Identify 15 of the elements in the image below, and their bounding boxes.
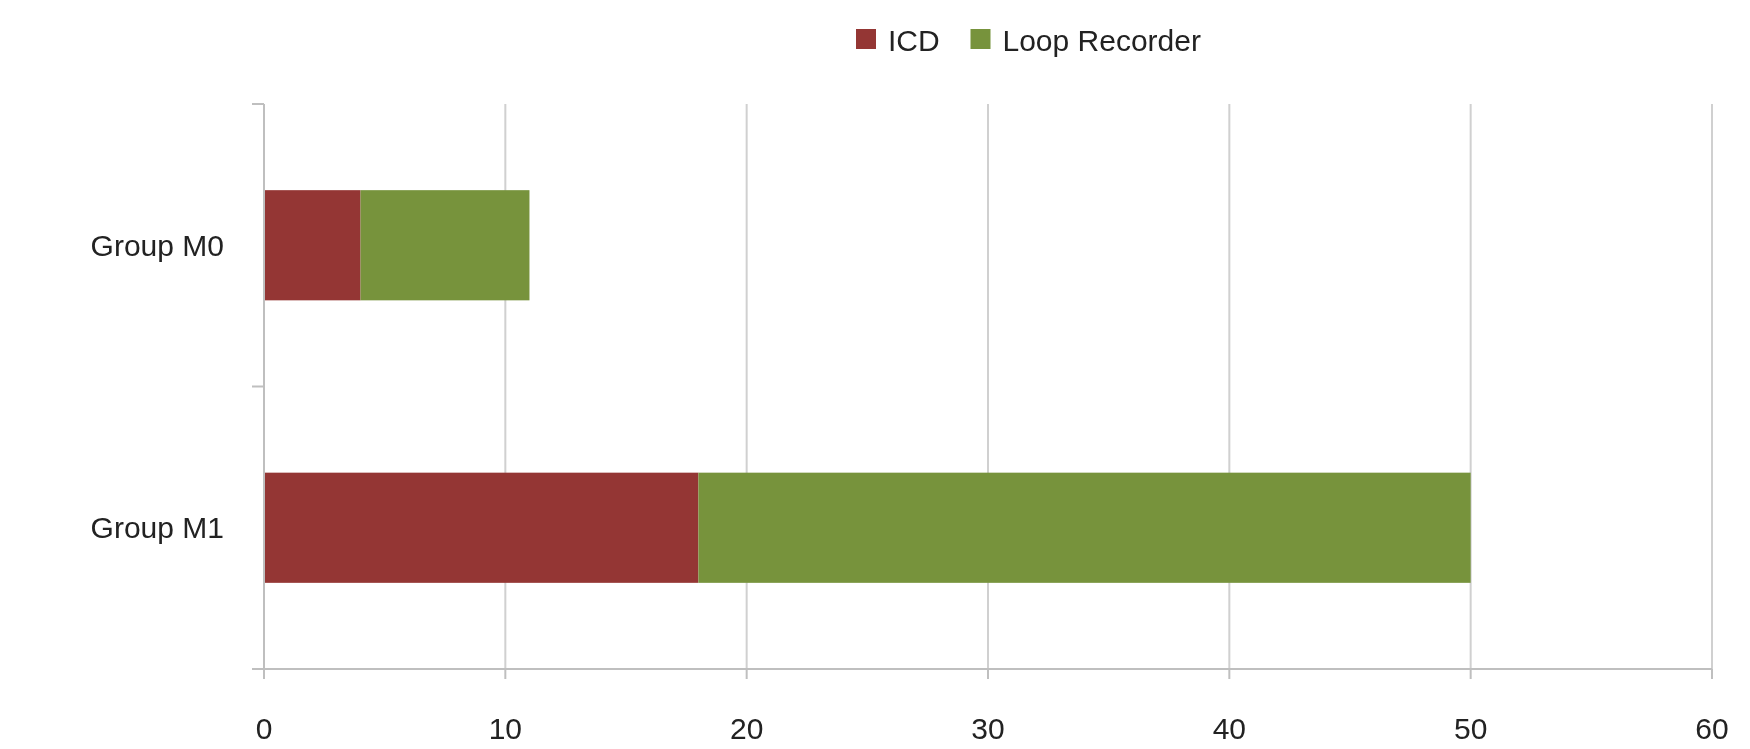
x-tick-label: 60 xyxy=(1695,712,1729,745)
x-tick-label: 20 xyxy=(729,712,764,745)
bar xyxy=(264,190,361,301)
y-tick-label: Group M0 xyxy=(90,228,224,262)
bar xyxy=(698,472,1471,583)
x-tick-label: 50 xyxy=(1453,712,1488,745)
x-tick-label: 40 xyxy=(1212,712,1247,745)
legend-label: Loop Recorder xyxy=(1002,23,1201,57)
bar xyxy=(264,472,699,583)
bar xyxy=(360,190,530,301)
legend-label: ICD xyxy=(888,23,940,57)
x-tick-label: 30 xyxy=(971,712,1005,745)
x-tick-label: 0 xyxy=(255,712,273,745)
y-tick-label: Group M1 xyxy=(90,511,224,545)
x-tick-label: 10 xyxy=(488,712,523,745)
